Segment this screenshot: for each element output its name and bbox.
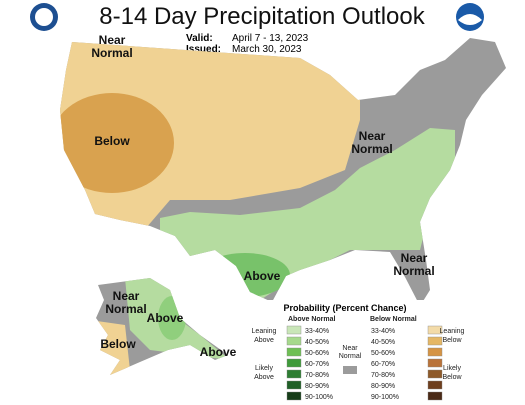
valid-label: Valid:: [186, 33, 213, 44]
map-label: Near: [113, 289, 140, 303]
below-group: Likely: [443, 365, 461, 372]
map-label: Normal: [393, 264, 434, 278]
below-swatch: [427, 336, 443, 346]
near-swatch: [343, 366, 357, 374]
above-range: 60-70%: [305, 361, 329, 368]
above-swatch: [286, 391, 302, 401]
above-swatch: [286, 347, 302, 357]
issued: March 30, 2023: [232, 44, 302, 55]
above-range: 80-90%: [305, 383, 329, 390]
valid: April 7 - 13, 2023: [232, 33, 309, 44]
above-swatch: [286, 380, 302, 390]
logo-right: [456, 3, 484, 31]
issued-label: Issued:: [186, 44, 221, 55]
below-range: 50-60%: [371, 350, 395, 357]
above-swatch: [286, 369, 302, 379]
below-swatch: [427, 325, 443, 335]
map-label: Below: [94, 134, 130, 148]
above-swatch: [286, 358, 302, 368]
map-label: Near: [401, 251, 428, 265]
below-group: Leaning: [440, 328, 465, 335]
above-range: 40-50%: [305, 339, 329, 346]
map-label: Below: [100, 337, 136, 351]
above-group: Leaning: [252, 328, 277, 335]
map-label: Near: [359, 129, 386, 143]
above-range: 70-80%: [305, 372, 329, 379]
above-swatch: [286, 336, 302, 346]
below-range: 90-100%: [371, 394, 399, 401]
above-swatch: [286, 325, 302, 335]
below-swatch: [427, 380, 443, 390]
map-label: Near: [99, 33, 126, 47]
above-range: 50-60%: [305, 350, 329, 357]
map-label: Normal: [105, 302, 146, 316]
below-range: 60-70%: [371, 361, 395, 368]
above-group: Likely: [255, 365, 273, 372]
logo-left: [30, 3, 58, 31]
near-label: Normal: [339, 353, 362, 360]
map-label: Normal: [91, 46, 132, 60]
title: 8-14 Day Precipitation Outlook: [99, 3, 426, 30]
legend-title: Probability (Percent Chance): [283, 303, 406, 313]
below-range: 80-90%: [371, 383, 395, 390]
below-swatch: [427, 358, 443, 368]
below-group: Below: [442, 374, 462, 381]
map-label: Above: [147, 311, 184, 325]
below-range: 33-40%: [371, 328, 395, 335]
below-range: 70-80%: [371, 372, 395, 379]
near-label: Near: [342, 345, 358, 352]
map-label: Above: [200, 345, 237, 359]
below-range: 40-50%: [371, 339, 395, 346]
below-swatch: [427, 391, 443, 401]
map-label: Normal: [351, 142, 392, 156]
below-swatch: [427, 347, 443, 357]
above-group: Above: [254, 374, 274, 381]
above-group: Above: [254, 337, 274, 344]
map-label: Above: [244, 269, 281, 283]
legend-below-header: Below Normal: [370, 316, 417, 323]
legend-above-header: Above Normal: [288, 316, 336, 323]
above-range: 33-40%: [305, 328, 329, 335]
below-group: Below: [442, 337, 462, 344]
above-range: 90-100%: [305, 394, 333, 401]
below-swatch: [427, 369, 443, 379]
